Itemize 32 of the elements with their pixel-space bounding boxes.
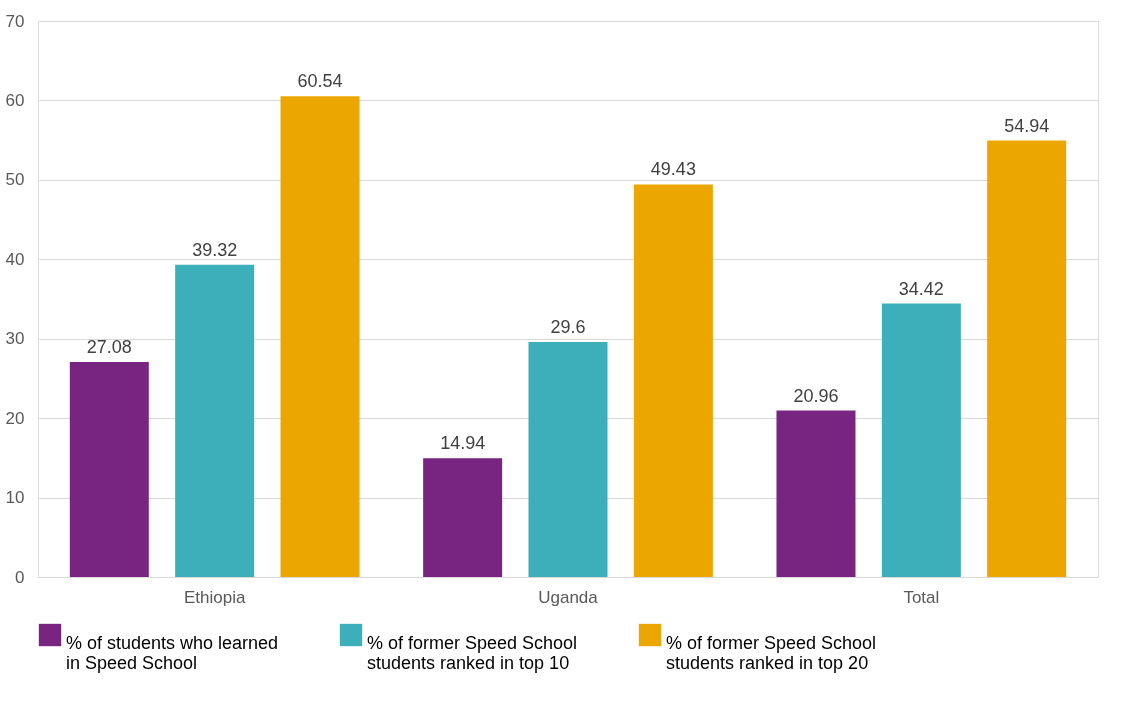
y-tick-label: 60 xyxy=(5,90,25,110)
data-label: 39.32 xyxy=(192,239,238,260)
data-label: 29.6 xyxy=(550,316,586,337)
data-label: 60.54 xyxy=(297,71,343,92)
y-tick-label: 10 xyxy=(5,488,25,508)
x-tick-label: Uganda xyxy=(538,587,599,607)
bar xyxy=(881,303,961,577)
y-tick-label: 50 xyxy=(5,170,25,190)
y-tick-label: 20 xyxy=(5,408,25,428)
bar xyxy=(175,264,255,577)
bar xyxy=(280,96,360,577)
bar xyxy=(423,458,503,577)
y-tick-label: 0 xyxy=(15,567,25,587)
data-label: 34.42 xyxy=(898,278,944,299)
bar xyxy=(69,361,149,577)
bar xyxy=(776,410,856,577)
data-label: 54.94 xyxy=(1004,115,1050,136)
y-tick-label: 70 xyxy=(5,11,25,31)
x-tick-label: Total xyxy=(903,587,940,607)
bar xyxy=(987,140,1067,577)
x-tick-label: Ethiopia xyxy=(183,587,246,607)
data-label: 14.94 xyxy=(440,433,486,454)
legend-label: % of former Speed School students ranked in top 20 xyxy=(666,633,877,673)
legend-label: % of students who learned in Speed School xyxy=(66,633,279,673)
y-tick-label: 40 xyxy=(5,249,25,269)
bar xyxy=(528,341,608,577)
data-label: 20.96 xyxy=(793,385,839,406)
data-label: 49.43 xyxy=(650,159,696,180)
y-tick-label: 30 xyxy=(5,329,25,349)
data-label: 27.08 xyxy=(86,336,132,357)
legend-label: % of former Speed School students ranked in top 10 xyxy=(367,633,578,673)
bar xyxy=(633,184,713,577)
